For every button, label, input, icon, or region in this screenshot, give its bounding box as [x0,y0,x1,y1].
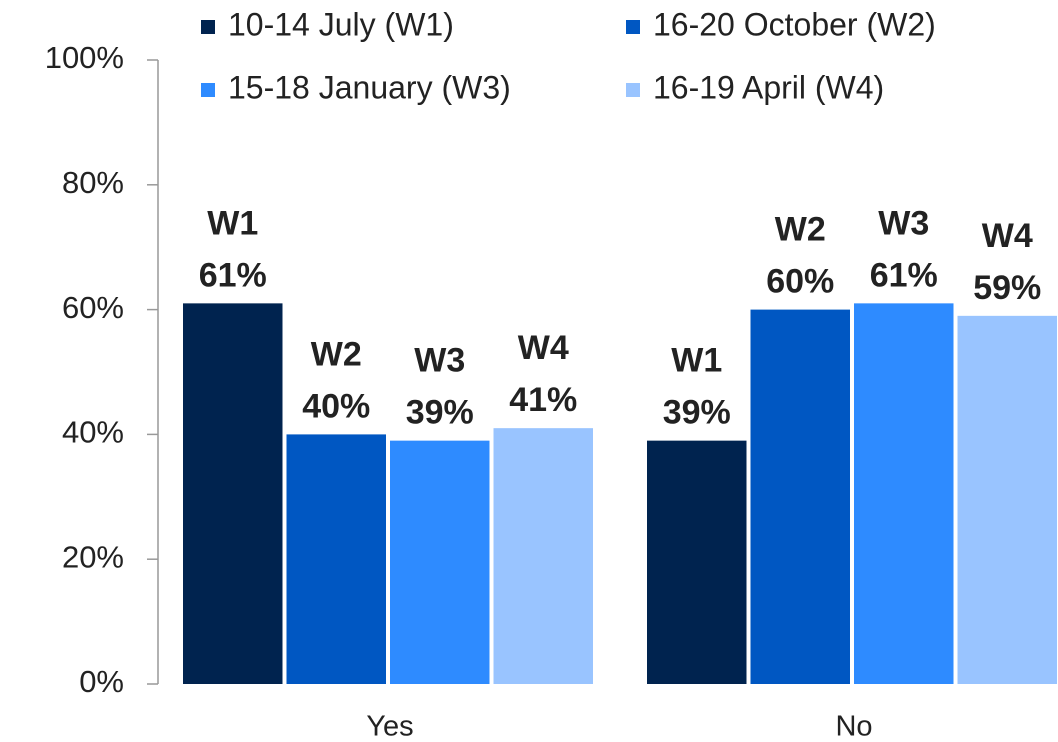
legend-label: 16-20 October (W2) [653,6,936,42]
bar [286,434,386,684]
y-tick-label: 100% [45,40,124,75]
legend-label: 16-19 April (W4) [653,69,884,105]
legend-swatch [201,20,215,34]
y-tick-label: 60% [62,290,124,325]
data-label: 60% [766,263,834,301]
bar [957,315,1057,684]
legend-swatch [626,20,640,34]
bar [183,303,283,684]
bar [493,428,593,684]
x-tick-label: No [835,711,872,742]
data-label-series: W1 [671,342,722,380]
data-label: 59% [973,269,1041,307]
x-tick-label: Yes [366,711,413,742]
legend-swatch [626,83,640,97]
y-tick-label: 40% [62,415,124,450]
data-label-series: W4 [982,217,1033,255]
y-tick-label: 80% [62,165,124,200]
data-label-series: W2 [311,335,362,373]
bar [647,440,747,684]
legend-label: 10-14 July (W1) [228,6,454,42]
bar [390,440,490,684]
data-label: 41% [509,381,577,419]
data-label-series: W1 [207,204,258,242]
bar [854,303,954,684]
data-label: 39% [406,394,474,432]
y-tick-label: 20% [62,539,124,574]
data-label-series: W2 [775,211,826,249]
data-label: 39% [663,394,731,432]
data-label-series: W3 [878,204,929,242]
data-label-series: W4 [518,329,569,367]
data-label-series: W3 [414,342,465,380]
y-tick-label: 0% [79,664,124,699]
bar [750,309,850,684]
legend-swatch [201,83,215,97]
data-label: 40% [302,387,370,425]
legend-label: 15-18 January (W3) [228,69,511,105]
data-label: 61% [870,256,938,294]
data-label: 61% [199,256,267,294]
